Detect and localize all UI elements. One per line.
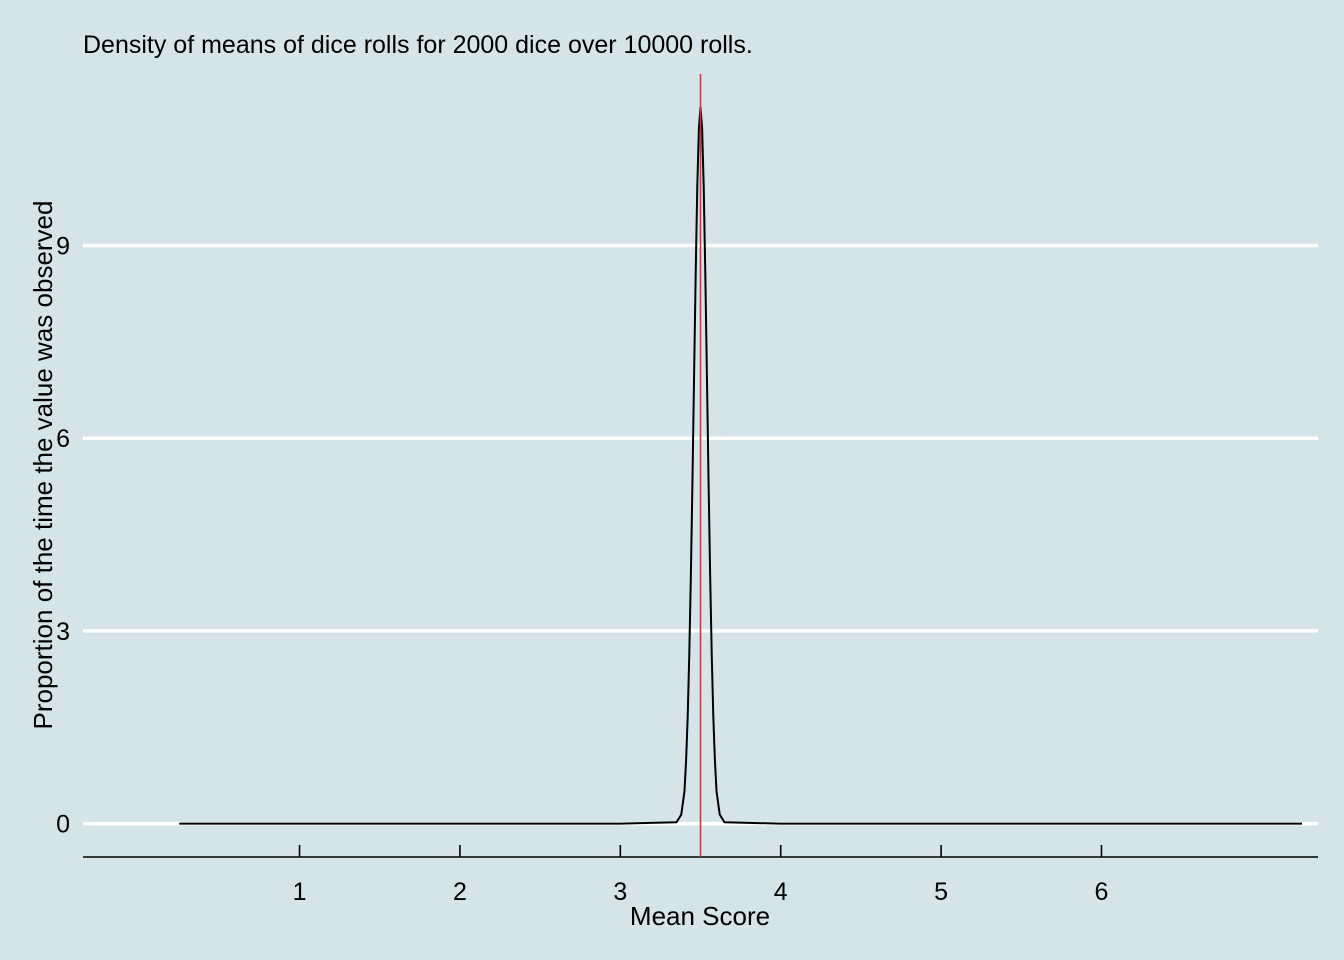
y-tick-label-3: 3 bbox=[56, 618, 70, 646]
x-tick-label-4: 4 bbox=[774, 878, 788, 906]
chart-title: Density of means of dice rolls for 2000 … bbox=[83, 31, 753, 59]
y-tick-label-9: 9 bbox=[56, 233, 70, 261]
x-tick-label-5: 5 bbox=[934, 878, 948, 906]
x-axis-title: Mean Score bbox=[630, 901, 770, 931]
x-tick-label-6: 6 bbox=[1095, 878, 1109, 906]
x-tick-label-1: 1 bbox=[293, 878, 307, 906]
x-tick-label-2: 2 bbox=[453, 878, 467, 906]
x-axis-ticks: 1 2 3 4 5 6 bbox=[293, 845, 1109, 906]
y-tick-label-0: 0 bbox=[56, 811, 70, 839]
x-tick-label-3: 3 bbox=[613, 878, 627, 906]
y-tick-label-6: 6 bbox=[56, 425, 70, 453]
y-axis-ticks: 0 3 6 9 bbox=[56, 233, 70, 839]
y-axis-title: Proportion of the time the value was obs… bbox=[28, 201, 58, 730]
